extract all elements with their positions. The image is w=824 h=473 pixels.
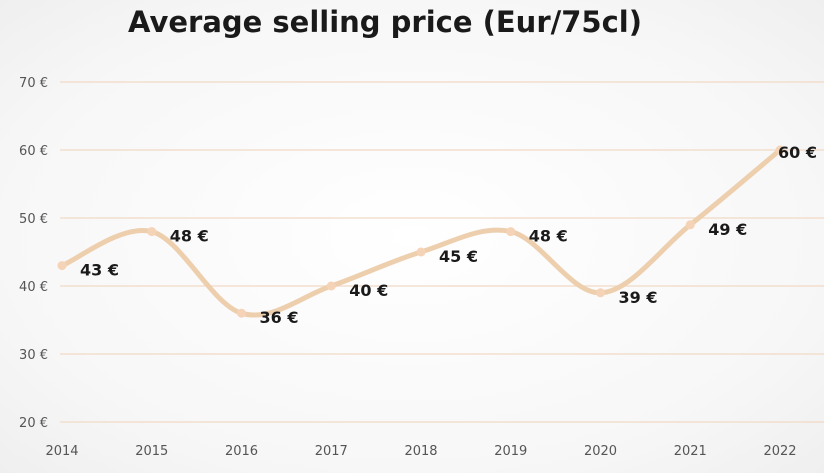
x-tick-label: 2020 — [584, 444, 617, 459]
y-tick-label: 30 € — [19, 348, 48, 363]
data-point — [326, 281, 336, 291]
y-tick-label: 20 € — [19, 416, 48, 431]
data-point — [147, 227, 157, 237]
data-point — [237, 308, 246, 318]
data-label: 36 € — [260, 308, 299, 327]
data-point — [775, 145, 785, 155]
x-tick-label: 2018 — [404, 444, 437, 459]
data-label: 45 € — [439, 247, 478, 266]
x-tick-label: 2014 — [45, 444, 78, 459]
data-point — [506, 227, 516, 237]
data-label: 39 € — [619, 288, 658, 307]
y-tick-label: 40 € — [19, 280, 48, 295]
x-tick-label: 2021 — [674, 444, 707, 459]
x-tick-label: 2022 — [763, 444, 796, 459]
x-tick-label: 2016 — [225, 444, 258, 459]
data-point — [57, 261, 67, 271]
chart-title: Average selling price (Eur/75cl) — [128, 5, 642, 39]
y-tick-label: 60 € — [19, 144, 48, 159]
data-point — [596, 288, 605, 298]
x-tick-label: 2017 — [315, 444, 348, 459]
y-tick-label: 50 € — [19, 212, 48, 227]
data-label: 49 € — [708, 220, 747, 239]
data-label: 43 € — [80, 261, 119, 280]
x-tick-label: 2015 — [135, 444, 168, 459]
data-label: 60 € — [778, 143, 817, 162]
y-tick-label: 70 € — [19, 76, 48, 91]
data-point — [416, 247, 426, 257]
data-label: 48 € — [170, 227, 209, 246]
data-label: 48 € — [529, 227, 568, 246]
data-label: 40 € — [349, 281, 388, 300]
x-tick-label: 2019 — [494, 444, 527, 459]
data-point — [685, 220, 695, 230]
